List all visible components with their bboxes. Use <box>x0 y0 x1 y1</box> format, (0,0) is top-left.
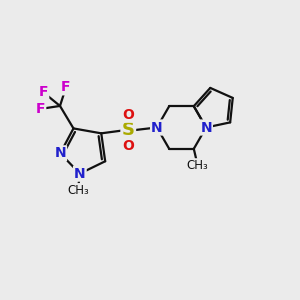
Text: F: F <box>39 85 48 99</box>
Text: F: F <box>61 80 71 94</box>
Text: CH₃: CH₃ <box>68 184 89 196</box>
Text: N: N <box>200 121 212 134</box>
Text: N: N <box>74 167 85 181</box>
Text: O: O <box>122 139 134 153</box>
Text: O: O <box>122 108 134 122</box>
Text: CH₃: CH₃ <box>186 159 208 172</box>
Text: N: N <box>54 146 66 160</box>
Text: N: N <box>151 121 163 134</box>
Text: F: F <box>36 102 45 116</box>
Text: S: S <box>122 121 135 139</box>
